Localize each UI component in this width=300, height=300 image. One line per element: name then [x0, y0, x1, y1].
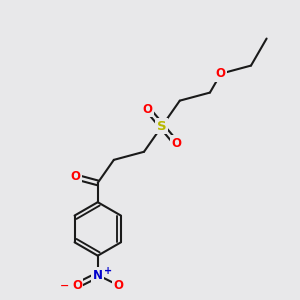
Text: O: O: [70, 170, 80, 183]
Text: N: N: [93, 268, 103, 281]
Text: −: −: [60, 280, 70, 290]
Text: O: O: [216, 67, 226, 80]
Text: +: +: [104, 266, 112, 276]
Text: O: O: [113, 279, 124, 292]
Text: O: O: [171, 137, 181, 150]
Text: O: O: [142, 103, 153, 116]
Text: O: O: [72, 279, 82, 292]
Text: S: S: [157, 120, 167, 133]
